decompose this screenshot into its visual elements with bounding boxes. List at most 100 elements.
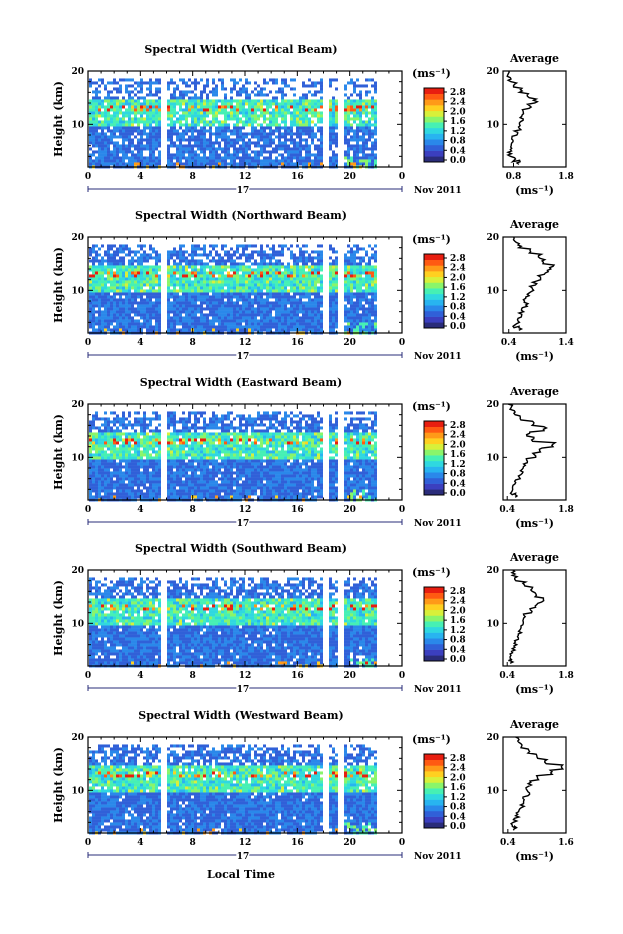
heatmap-cell [356,132,359,135]
heatmap-cell [350,313,353,316]
heatmap-cell [374,304,377,307]
heatmap-cell [98,435,101,438]
heatmap-cell [134,162,137,165]
heatmap-cell [203,271,206,274]
heatmap-cell [332,153,335,156]
heatmap-cell [212,301,215,304]
heatmap-cell [119,120,122,123]
heatmap-cell [149,129,152,132]
heatmap-cell [266,274,269,277]
heatmap-cell [116,447,119,450]
heatmap-cell [185,126,188,129]
heatmap-cell [122,319,125,322]
heatmap-cell [191,253,194,256]
heatmap-cell [329,274,332,277]
heatmap-cell [215,328,218,331]
heatmap-cell [233,307,236,310]
heatmap-cell [233,262,236,265]
heatmap-cell [200,328,203,331]
heatmap-cell [110,123,113,126]
heatmap-cell [158,265,161,268]
heatmap-cell [134,259,137,262]
heatmap-cell [245,132,248,135]
heatmap-cell [104,87,107,90]
heatmap-cell [95,81,98,84]
heatmap-cell [128,328,131,331]
heatmap-cell [266,256,269,259]
heatmap-cell [332,304,335,307]
heatmap-cell [167,162,170,165]
heatmap-cell [314,316,317,319]
heatmap-cell [206,129,209,132]
heatmap-cell [302,138,305,141]
heatmap-cell [278,253,281,256]
heatmap-cell [194,153,197,156]
heatmap-cell [89,480,92,483]
heatmap-cell [335,114,338,117]
heatmap-cell [278,319,281,322]
heatmap-cell [230,144,233,147]
heatmap-cell [98,84,101,87]
heatmap-cell [122,265,125,268]
heatmap-cell [98,265,101,268]
heatmap-cell [98,123,101,126]
heatmap-cell [89,129,92,132]
heatmap-cell [296,108,299,111]
heatmap-cell [110,247,113,250]
heatmap-cell [302,99,305,102]
heatmap-cell [335,295,338,298]
heatmap-cell [371,298,374,301]
heatmap-cell [218,283,221,286]
heatmap-cell [269,102,272,105]
heatmap-cell [314,123,317,126]
heatmap-cell [275,102,278,105]
heatmap-cell [203,319,206,322]
heatmap-cell [113,468,116,471]
heatmap-cell [248,313,251,316]
heatmap-cell [308,156,311,159]
heatmap-cell [122,78,125,81]
heatmap-cell [206,102,209,105]
heatmap-cell [110,474,113,477]
heatmap-cell [125,289,128,292]
heatmap-cell [137,153,140,156]
heatmap-cell [107,120,110,123]
heatmap-cell [266,295,269,298]
heatmap-cell [212,108,215,111]
heatmap-cell [116,322,119,325]
heatmap-cell [113,153,116,156]
heatmap-cell [365,93,368,96]
heatmap-cell [239,87,242,90]
heatmap-cell [149,135,152,138]
heatmap-cell [371,99,374,102]
colorbar-tick-label: 1.6 [450,283,466,293]
y-tick-label: 20 [71,233,84,243]
heatmap-cell [116,81,119,84]
heatmap-cell [92,135,95,138]
heatmap-cell [299,319,302,322]
heatmap-cell [140,117,143,120]
heatmap-cell [113,271,116,274]
heatmap-cell [356,286,359,289]
heatmap-cell [335,265,338,268]
heatmap-cell [158,129,161,132]
heatmap-cell [290,301,293,304]
heatmap-cell [98,268,101,271]
heatmap-cell [107,280,110,283]
heatmap-cell [188,319,191,322]
heatmap-cell [101,114,104,117]
heatmap-cell [263,141,266,144]
heatmap-cell [122,247,125,250]
heatmap-cell [215,292,218,295]
heatmap-cell [113,465,116,468]
heatmap-cell [212,289,215,292]
heatmap-cell [347,144,350,147]
heatmap-cell [302,322,305,325]
heatmap-cell [185,102,188,105]
heatmap-cell [263,99,266,102]
heatmap-cell [359,99,362,102]
heatmap-cell [281,108,284,111]
heatmap-cell [329,111,332,114]
heatmap-cell [365,301,368,304]
heatmap-cell [308,295,311,298]
